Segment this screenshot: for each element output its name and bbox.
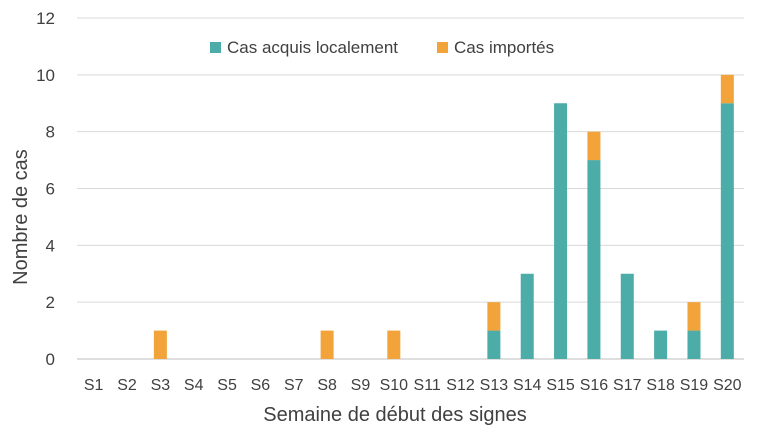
x-tick-label: S1 — [84, 377, 104, 394]
bar-S10-imported — [387, 330, 401, 359]
x-tick-label: S14 — [513, 377, 542, 394]
y-tick-label: 12 — [36, 9, 55, 28]
bar-S8-imported — [320, 330, 334, 359]
bar-S17-local — [620, 273, 634, 359]
x-tick-label: S10 — [380, 377, 409, 394]
legend-label: Cas acquis localement — [227, 38, 398, 57]
y-tick-label: 8 — [46, 123, 55, 142]
legend-swatch — [437, 42, 448, 53]
bar-S14-local — [520, 273, 534, 359]
legend-label: Cas importés — [454, 38, 554, 57]
legend: Cas acquis localement Cas importés — [210, 38, 554, 57]
bar-S3-imported — [153, 330, 167, 359]
bar-S15-local — [554, 103, 568, 359]
x-tick-label: S15 — [546, 377, 575, 394]
x-tick-label: S6 — [251, 377, 271, 394]
x-tick-label: S3 — [151, 377, 171, 394]
y-axis-title: Nombre de cas — [10, 149, 32, 285]
x-tick-label: S18 — [646, 377, 675, 394]
y-tick-label: 0 — [46, 350, 55, 369]
x-tick-label: S20 — [713, 377, 742, 394]
y-tick-label: 10 — [36, 66, 55, 85]
x-tick-label: S11 — [414, 377, 441, 394]
x-tick-label: S4 — [184, 377, 204, 394]
y-tick-label: 6 — [46, 180, 55, 199]
x-tick-label: S19 — [680, 377, 709, 394]
y-tick-label: 4 — [46, 236, 55, 255]
bars — [153, 74, 734, 359]
x-tick-label: S17 — [613, 377, 642, 394]
x-tick-label: S12 — [446, 377, 475, 394]
y-tick-label: 2 — [46, 293, 55, 312]
bar-S16-imported — [587, 131, 601, 161]
x-tick-label: S7 — [284, 377, 304, 394]
x-tick-label: S13 — [480, 377, 509, 394]
x-tick-label: S9 — [351, 377, 371, 394]
bar-S19-local — [687, 330, 701, 359]
x-tick-labels: S1 S2 S3 S4 S5 S6 S7 S8 S9 S10 S11 S12 S13 S14 S15 S16 S… — [84, 377, 742, 394]
x-tick-label: S16 — [580, 377, 609, 394]
bar-S20-local — [720, 103, 734, 359]
gridlines — [77, 17, 744, 360]
x-tick-label: S8 — [317, 377, 337, 394]
bar-S16-local — [587, 160, 601, 359]
bar-S13-imported — [487, 302, 501, 331]
bar-S20-imported — [720, 74, 734, 104]
bar-S18-local — [654, 330, 668, 359]
legend-swatch — [210, 42, 221, 53]
x-tick-label: S5 — [217, 377, 237, 394]
bar-S19-imported — [687, 302, 701, 331]
bar-S13-local — [487, 330, 501, 359]
y-tick-labels: 0 2 4 6 8 10 12 — [36, 9, 55, 369]
x-tick-label: S2 — [117, 377, 137, 394]
x-axis-title: Semaine de début des signes — [263, 404, 527, 426]
